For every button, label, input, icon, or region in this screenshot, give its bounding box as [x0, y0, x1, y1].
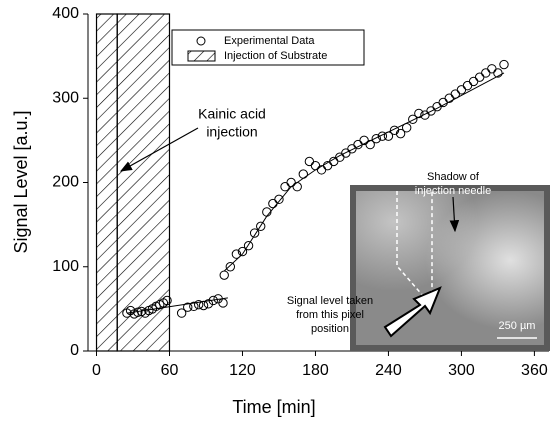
y-tick-label: 0: [70, 342, 79, 359]
data-point: [304, 156, 315, 167]
data-point: [456, 85, 467, 95]
data-point: [133, 307, 143, 317]
data-point: [487, 64, 497, 74]
legend-swatch: [187, 50, 216, 62]
regions: [95, 13, 171, 352]
data-point: [218, 298, 228, 308]
x-axis-title: Time [min]: [232, 397, 315, 417]
data-point: [316, 165, 327, 175]
data-point: [420, 110, 430, 120]
data-point: [444, 93, 454, 103]
y-tick-label: 300: [52, 89, 79, 106]
needle-label: injection needle: [415, 185, 491, 197]
data-point: [468, 76, 479, 87]
data-point: [243, 240, 254, 251]
data-point: [198, 300, 209, 311]
needle-label: Shadow of: [427, 171, 480, 183]
data-point: [481, 68, 491, 78]
data-point: [262, 207, 272, 217]
data-point: [292, 182, 302, 192]
x-tick-label: 360: [521, 362, 548, 379]
pixel-label: Signal level taken: [287, 295, 373, 307]
data-point: [274, 194, 284, 205]
y-tick-label: 100: [52, 258, 79, 275]
injection-region: [116, 13, 171, 352]
data-point: [414, 108, 424, 119]
y-tick-label: 400: [52, 5, 79, 22]
data-point: [286, 177, 296, 188]
data-point: [310, 160, 321, 171]
data-point: [237, 246, 248, 257]
data-point: [371, 133, 381, 144]
annotation-arrow: [119, 127, 199, 172]
annotation: Kainic acid: [198, 106, 266, 122]
injection-region: [95, 13, 118, 352]
data-point: [377, 131, 388, 141]
data-point: [189, 301, 199, 312]
data-point: [183, 302, 193, 312]
data-point: [474, 72, 485, 82]
data-point: [280, 182, 290, 192]
x-tick-label: 180: [302, 362, 329, 379]
data-point: [225, 262, 236, 272]
y-tick-label: 200: [52, 174, 79, 191]
data-point: [298, 169, 308, 179]
x-tick-label: 0: [92, 362, 101, 379]
data-point: [493, 68, 503, 78]
data-point: [462, 80, 473, 91]
data-point: [329, 156, 339, 167]
data-point: [249, 228, 260, 238]
data-point: [383, 131, 394, 141]
legend: Experimental Data Injection of Substrate: [171, 29, 365, 66]
data-point: [231, 249, 242, 259]
data-point: [395, 128, 406, 139]
data-point: [208, 295, 218, 306]
annotation: injection: [206, 124, 257, 140]
inset-glow: [356, 191, 544, 345]
y-axis-title: Signal Level [a.u.]: [11, 110, 31, 253]
x-tick-label: 240: [375, 362, 402, 379]
legend-label: Injection of Substrate: [224, 50, 327, 62]
pixel-label: from this pixel: [296, 309, 364, 321]
data-point: [401, 123, 412, 133]
data-point: [256, 221, 266, 232]
data-point: [219, 270, 229, 280]
legend-marker: [196, 36, 206, 46]
legend-label: Experimental Data: [224, 35, 315, 47]
data-point: [162, 295, 172, 306]
x-tick-label: 60: [161, 362, 179, 379]
scale-label: 250 µm: [499, 320, 536, 332]
data-point: [365, 139, 375, 150]
x-tick-label: 300: [448, 362, 475, 379]
inset-image: 250 µm Shadow of injection needle Signal…: [287, 171, 550, 351]
data-point: [450, 89, 461, 99]
needle-outline: [396, 191, 433, 308]
data-point: [353, 139, 363, 150]
data-point: [499, 59, 509, 70]
data-point: [268, 198, 278, 209]
data-point: [193, 299, 204, 310]
pixel-label: position: [311, 323, 349, 335]
data-point: [408, 114, 418, 125]
pixel-arrow: [383, 286, 442, 338]
data-point: [176, 308, 187, 318]
needle-arrow: [449, 196, 460, 233]
data-point: [203, 299, 214, 309]
data-point: [347, 144, 357, 154]
x-tick-label: 120: [229, 362, 256, 379]
